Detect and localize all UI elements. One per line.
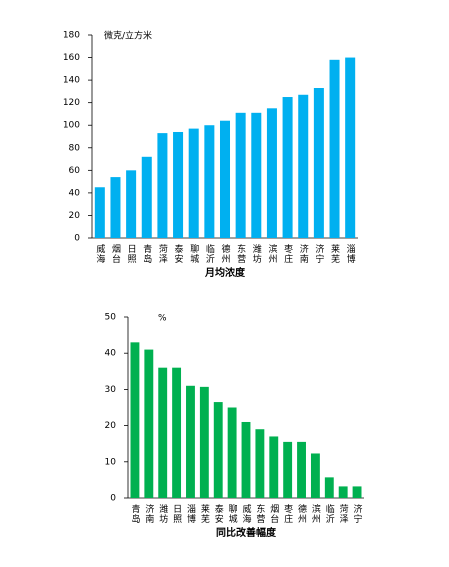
y-tick-label: 80 [69,143,81,153]
bar [188,128,199,238]
y-tick-label: 140 [63,76,80,86]
x-tick-label: 枣庄 [282,244,293,264]
bar [329,59,340,238]
bar [110,177,121,238]
x-tick-label: 济南 [143,503,154,524]
x-tick-label: 青岛 [129,503,140,524]
bar [266,108,277,238]
y-tick-label: 10 [105,457,117,467]
x-tick-label: 莱芜 [199,503,210,524]
x-tick-label: 日照 [126,244,137,264]
y-tick-label: 180 [63,31,80,41]
y-tick-label: 100 [63,121,80,131]
y-tick-label: 20 [69,211,81,221]
x-tick-label: 烟台 [110,243,121,264]
x-tick-label: 菏泽 [338,504,349,524]
bar [297,441,306,498]
x-axis-title: 同比改善幅度 [216,526,277,539]
y-tick-label: 160 [63,53,80,63]
x-tick-label: 潍坊 [251,243,262,264]
x-tick-label: 东营 [254,503,265,524]
x-tick-label: 枣庄 [282,504,293,524]
bar [213,402,223,498]
x-tick-label: 泰安 [173,243,184,264]
unit-label: % [158,314,167,324]
x-tick-label: 德州 [296,503,307,524]
bar [269,436,279,498]
y-tick-label: 30 [105,385,117,395]
x-tick-label: 临沂 [324,503,335,524]
x-tick-label: 烟台 [268,503,279,524]
unit-label: 微克/立方米 [104,30,152,42]
x-tick-label: 威海 [94,243,105,264]
y-tick-label: 40 [69,188,81,198]
bar [144,349,154,498]
bar [255,429,265,498]
bar [199,386,209,498]
y-tick-label: 120 [63,98,80,108]
x-tick-label: 聊城 [188,243,199,264]
x-tick-label: 东营 [235,243,246,264]
x-tick-label: 日照 [171,504,182,524]
x-tick-label: 威海 [241,503,252,524]
bar [186,385,195,498]
x-tick-label: 青岛 [141,243,152,264]
bar [345,57,356,238]
x-tick-label: 济宁 [313,243,324,264]
bar [141,156,152,238]
x-tick-label: 临沂 [204,243,215,264]
bar [241,421,251,498]
bar [310,453,320,498]
x-tick-label: 滨州 [266,243,277,264]
bar [251,112,262,238]
bar [338,486,348,498]
y-tick-label: 60 [69,166,81,176]
x-tick-label: 菏泽 [157,244,168,264]
bar [313,88,324,238]
bar [282,97,293,239]
x-tick-label: 泰安 [213,503,224,524]
bar [283,441,293,498]
x-axis-title: 月均浓度 [204,266,246,279]
y-tick-label: 20 [105,421,117,431]
x-tick-label: 淄博 [345,243,356,264]
bar [172,367,182,498]
bar [235,112,246,238]
y-tick-label: 40 [105,349,117,359]
x-tick-label: 德州 [220,243,231,264]
bar [298,94,309,239]
x-tick-label: 淄博 [185,503,196,524]
y-tick-label: 0 [110,494,116,504]
y-tick-label: 50 [105,313,117,323]
x-tick-label: 潍坊 [157,503,168,524]
x-tick-label: 莱芜 [329,243,340,264]
bar [173,131,184,238]
bar [352,486,362,498]
bar [94,187,105,238]
bar [130,342,140,498]
bar [219,120,231,238]
bar [324,477,334,498]
bar [126,170,137,238]
x-tick-label: 滨州 [310,503,321,524]
x-tick-label: 济宁 [352,503,363,524]
x-tick-label: 聊城 [227,503,238,524]
bar [158,367,168,498]
bar [157,133,168,238]
bar [227,407,237,498]
bar [204,125,215,238]
x-tick-label: 济南 [298,243,309,264]
y-tick-label: 0 [74,234,80,244]
